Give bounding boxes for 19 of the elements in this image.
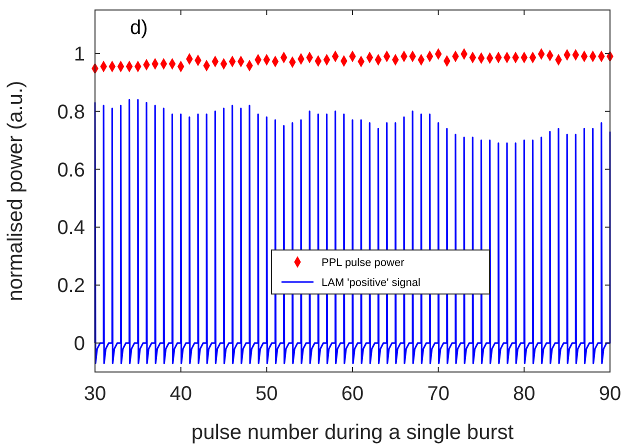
y-axis-title: normalised power (a.u.) <box>4 80 27 302</box>
y-tick-label: 0.2 <box>57 275 85 298</box>
x-tick-label: 70 <box>427 383 450 405</box>
x-tick-label: 30 <box>84 383 106 405</box>
y-tick-label: 0.4 <box>57 217 85 240</box>
x-tick-label: 90 <box>598 383 622 405</box>
legend-label: PPL pulse power <box>322 256 405 269</box>
x-axis-title: pulse number during a single burst <box>191 421 514 444</box>
annotation: d) <box>130 17 148 39</box>
y-tick-label: 0.8 <box>57 101 85 124</box>
line-series <box>94 98 611 364</box>
x-tick-label: 60 <box>341 383 364 405</box>
y-tick-label: 0.6 <box>57 159 85 182</box>
x-tick-label: 40 <box>170 383 192 405</box>
y-tick-label: 0 <box>74 333 85 356</box>
x-tick-label: 80 <box>513 383 536 405</box>
legend-label: LAM 'positive' signal <box>322 276 420 289</box>
x-tick-label: 50 <box>256 383 278 405</box>
y-tick-label: 1 <box>74 43 85 66</box>
